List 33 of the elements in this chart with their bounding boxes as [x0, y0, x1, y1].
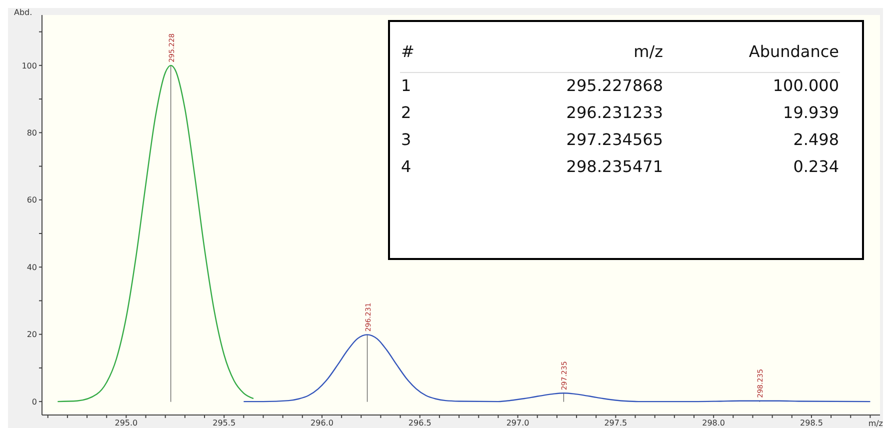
annotation: 1 [400, 75, 412, 98]
y-tick-label: 100 [22, 61, 37, 70]
x-axis-title: m/z [868, 419, 883, 428]
annotation: 2.498 [792, 129, 840, 151]
x-tick-label: 295.5 [212, 418, 236, 428]
annotation: Abundance [748, 41, 840, 64]
annotation: 3 [400, 129, 412, 151]
y-tick-label: 20 [26, 330, 37, 340]
x-tick-label: 298.0 [702, 418, 726, 428]
annotation: # [400, 41, 416, 64]
x-tick-label: 298.5 [800, 418, 823, 428]
y-tick-label: 40 [26, 262, 37, 272]
x-tick-label: 297.5 [604, 418, 628, 428]
x-tick-label: 297.0 [506, 418, 530, 428]
annotation: 19.939 [782, 102, 840, 124]
annotation: 296.231233 [565, 102, 664, 124]
annotation: 0.234 [792, 156, 840, 178]
annotation: 100.000 [772, 75, 840, 98]
y-axis-title: Abd. [14, 8, 32, 17]
annotation: 297.234565 [565, 129, 664, 151]
annotation: 2 [400, 102, 412, 124]
x-tick-label: 296.0 [310, 418, 334, 428]
annotation: 4 [400, 156, 412, 178]
y-tick-label: 0 [32, 397, 37, 406]
y-tick-label: 80 [26, 128, 37, 138]
x-tick-label: 295.0 [114, 418, 138, 428]
annotation: m/z [632, 41, 664, 64]
line-series [243, 334, 871, 402]
line-series [57, 64, 254, 402]
x-tick-label: 296.5 [408, 418, 432, 428]
annotation: 295.227868 [565, 75, 664, 98]
annotation: 298.235471 [565, 156, 664, 178]
y-tick-label: 60 [26, 196, 37, 205]
